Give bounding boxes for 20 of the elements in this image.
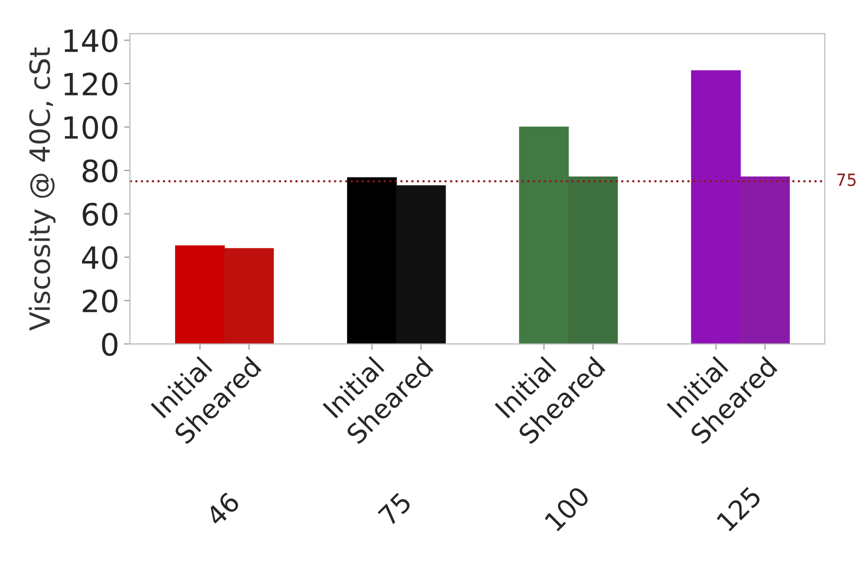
x-tick-label: 46 (204, 491, 241, 527)
bar (396, 185, 446, 344)
y-tick-label: 80 (82, 159, 118, 182)
bar (740, 176, 790, 344)
y-tick-label: 0 (102, 332, 118, 356)
bar (347, 177, 397, 344)
x-tick-label: 100 (544, 485, 590, 532)
x-tick-label: 75 (378, 492, 412, 526)
bar (175, 245, 225, 344)
y-tick-label: 60 (82, 202, 118, 226)
bar (224, 248, 274, 344)
y-tick-label: 100 (64, 116, 118, 140)
y-tick-label: 40 (82, 246, 118, 270)
ref-line-label: 75 (837, 174, 856, 186)
y-axis-title: Viscosity @ 40C, cSt (28, 48, 56, 331)
bar (691, 70, 741, 344)
y-tick-label: 20 (82, 289, 118, 313)
x-tick-label: 125 (716, 486, 762, 532)
y-tick-label: 140 (64, 29, 118, 52)
y-tick-label: 120 (64, 72, 118, 96)
